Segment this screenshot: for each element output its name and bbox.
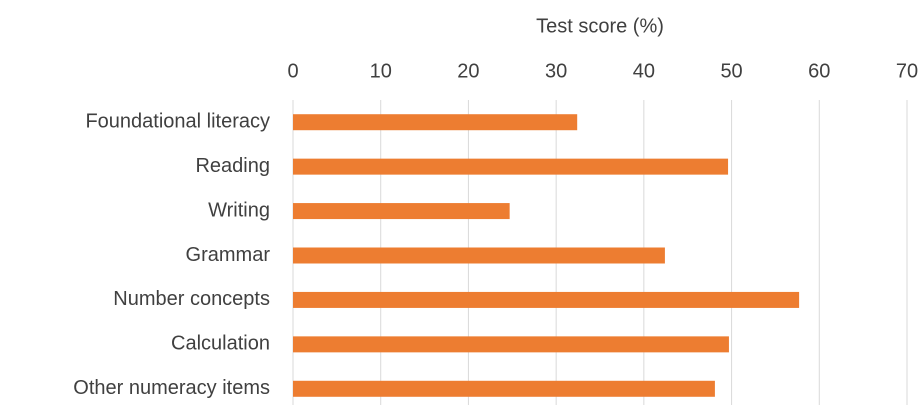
x-axis-title: Test score (%) <box>536 15 664 37</box>
x-tick-label: 40 <box>633 60 655 82</box>
bar <box>293 291 800 308</box>
bar <box>293 247 665 264</box>
y-tick-label: Grammar <box>186 244 271 266</box>
bar <box>293 114 578 131</box>
bar <box>293 336 729 353</box>
x-tick-label: 20 <box>457 60 479 82</box>
x-tick-label: 70 <box>896 60 918 82</box>
y-tick-label: Other numeracy items <box>73 377 270 399</box>
y-tick-label: Reading <box>195 155 270 177</box>
x-tick-label: 30 <box>545 60 567 82</box>
y-tick-label: Writing <box>208 199 270 221</box>
y-tick-label: Calculation <box>171 333 270 355</box>
x-tick-label: 50 <box>720 60 742 82</box>
x-tick-label: 0 <box>287 60 298 82</box>
bar <box>293 380 715 397</box>
y-tick-label: Number concepts <box>113 288 270 310</box>
x-tick-label: 60 <box>808 60 830 82</box>
y-tick-label: Foundational literacy <box>85 110 270 132</box>
bar <box>293 203 510 220</box>
bar <box>293 158 729 175</box>
x-tick-label: 10 <box>370 60 392 82</box>
